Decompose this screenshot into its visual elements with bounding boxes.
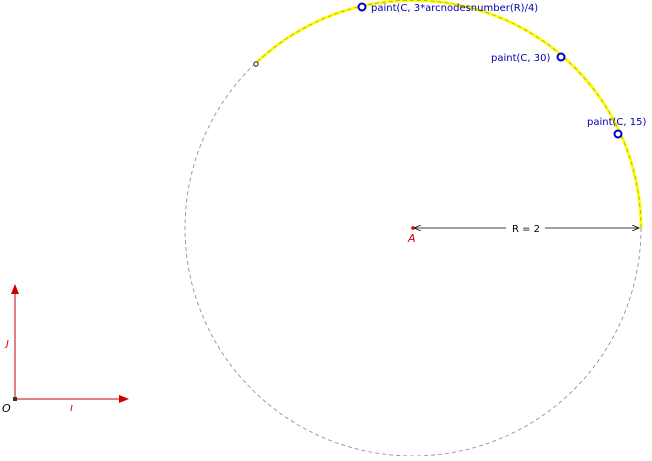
axis-i-label: ı	[70, 401, 73, 414]
origin-point	[13, 397, 17, 401]
point-15	[613, 129, 623, 139]
arc-end-marker	[253, 61, 259, 67]
point-15-label: paint(C, 15)	[587, 117, 646, 128]
point-30	[556, 52, 566, 62]
point-30-label: paint(C, 30)	[491, 53, 550, 64]
axis-j-label: ȷ	[4, 336, 9, 349]
highlighted-arc	[254, 0, 643, 229]
center-label: A	[407, 232, 416, 245]
point-top-label: paint(C, 3*arcnodesnumber(R)/4)	[371, 3, 538, 14]
point-top	[357, 2, 367, 12]
highlighted-arc-dash	[255, 0, 642, 229]
origin-label: O	[2, 402, 11, 415]
radius-label: R = 2	[512, 224, 540, 235]
center-point-a	[411, 226, 415, 230]
